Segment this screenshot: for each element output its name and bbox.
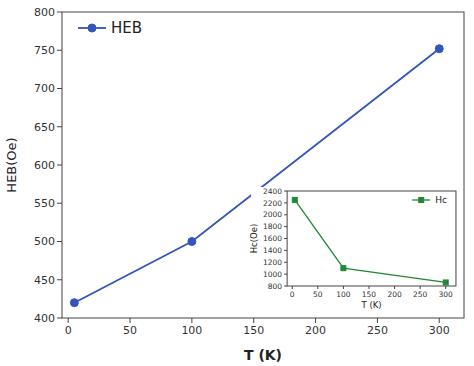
x-tick	[439, 318, 440, 323]
y-tick-label: 500	[34, 235, 55, 248]
y-tick	[57, 126, 62, 127]
x-tick-label: 300	[439, 290, 454, 299]
x-tick-label: 200	[387, 290, 402, 299]
y-tick	[57, 12, 62, 13]
y-tick-label: 750	[34, 44, 55, 57]
plot-background	[62, 12, 464, 318]
y-axis-label: Hc(Oe)	[249, 224, 259, 254]
x-tick	[130, 318, 131, 323]
x-tick-label: 150	[362, 290, 377, 299]
y-tick	[57, 279, 62, 280]
y-tick-label: 550	[34, 197, 55, 210]
y-tick-label: 600	[34, 159, 55, 172]
plot-frame	[287, 191, 456, 286]
y-axis-label: HEB(Oe)	[4, 137, 19, 192]
x-tick-label: 0	[65, 324, 72, 337]
y-tick	[57, 318, 62, 319]
legend-label: Hc	[435, 195, 447, 205]
chart-1: 0 50 100 150 200 250 300 800 1000 1200 1400 1600 180…	[249, 187, 460, 312]
y-tick-label: 800	[34, 6, 55, 19]
x-tick	[191, 318, 192, 323]
y-tick	[57, 203, 62, 204]
legend-marker	[88, 24, 96, 32]
x-tick	[377, 318, 378, 323]
plot-frame	[62, 12, 464, 318]
plot-background	[287, 191, 456, 286]
x-tick-label: 250	[367, 324, 388, 337]
x-tick-label: 150	[243, 324, 264, 337]
data-point	[341, 266, 346, 271]
data-point	[292, 197, 297, 202]
y-tick	[57, 88, 62, 89]
data-point	[70, 299, 78, 307]
x-axis-label: T (K)	[244, 347, 282, 363]
y-tick-label: 1200	[263, 258, 282, 267]
x-tick	[253, 318, 254, 323]
x-tick-label: 100	[336, 290, 351, 299]
y-tick-label: 450	[34, 274, 55, 287]
y-tick-label: 1800	[263, 222, 282, 231]
y-tick-label: 800	[268, 282, 283, 291]
y-tick	[57, 165, 62, 166]
x-tick-label: 50	[313, 290, 323, 299]
y-tick-label: 400	[34, 312, 55, 325]
y-tick	[57, 50, 62, 51]
y-tick-label: 1000	[263, 270, 282, 279]
x-tick-label: 300	[429, 324, 450, 337]
x-tick-label: 50	[123, 324, 137, 337]
y-tick	[57, 241, 62, 242]
legend-label: HEB	[111, 19, 142, 37]
x-tick-label: 250	[413, 290, 428, 299]
legend-marker	[419, 198, 424, 203]
y-tick-label: 2400	[263, 187, 282, 196]
data-point	[435, 45, 443, 53]
x-axis-label: T (K)	[360, 300, 381, 310]
legend: HEB	[78, 19, 142, 37]
y-tick-label: 700	[34, 82, 55, 95]
y-tick-label: 650	[34, 121, 55, 134]
legend: Hc	[412, 195, 447, 205]
y-tick-label: 2000	[263, 210, 282, 219]
data-group	[292, 197, 448, 285]
y-tick-label: 1400	[263, 246, 282, 255]
x-tick-label: 0	[290, 290, 295, 299]
inset-background	[251, 187, 460, 312]
x-tick-label: 200	[305, 324, 326, 337]
x-tick	[315, 318, 316, 323]
y-tick-label: 1600	[263, 234, 282, 243]
x-tick-label: 100	[181, 324, 202, 337]
series-line	[295, 200, 446, 283]
data-point	[188, 238, 196, 246]
x-tick	[68, 318, 69, 323]
chart-0: 0501001502002503004004505005506006507007…	[4, 6, 464, 363]
chart-root: 0501001502002503004004505005506006507007…	[0, 0, 474, 366]
y-tick-label: 2200	[263, 199, 282, 208]
data-point	[443, 280, 448, 285]
